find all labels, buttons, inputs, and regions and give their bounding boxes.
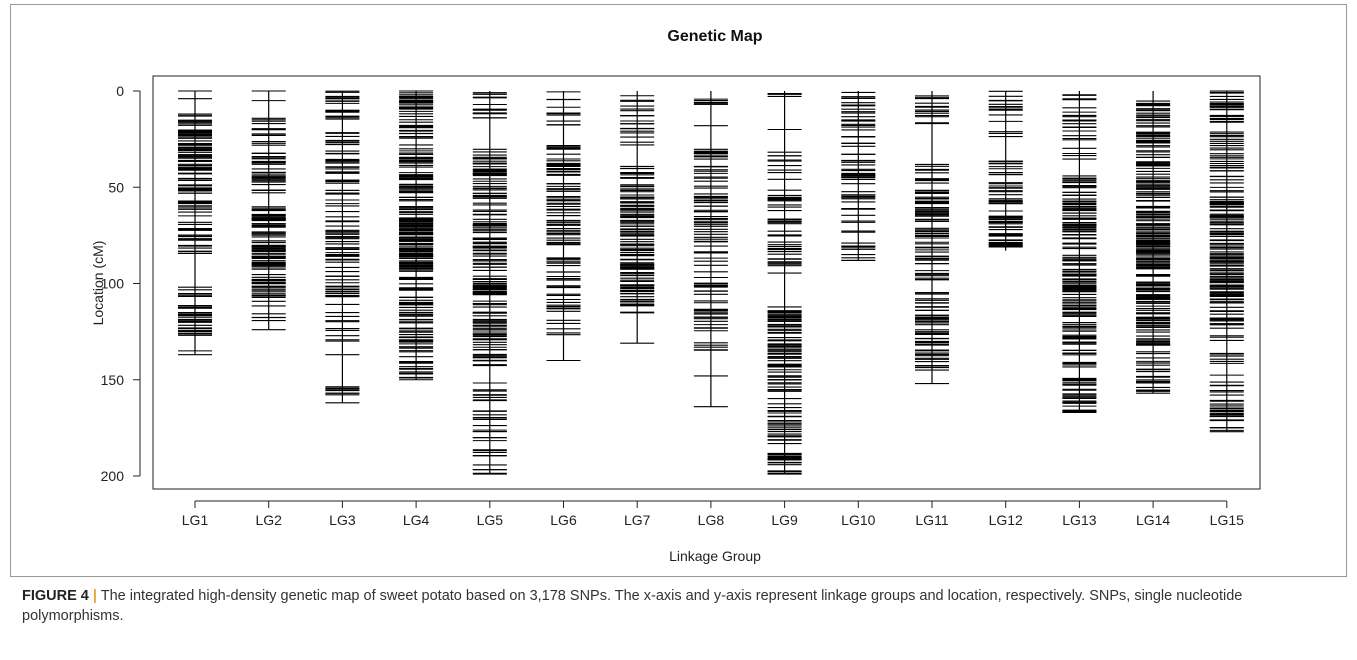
linkage-group-lg6 bbox=[546, 91, 581, 362]
linkage-group-lg9 bbox=[767, 91, 802, 475]
y-tick-label: 100 bbox=[101, 276, 125, 292]
linkage-group-lg10 bbox=[841, 91, 876, 261]
y-axis: 0 50 100 150 200 bbox=[101, 83, 141, 484]
y-tick-label: 50 bbox=[108, 179, 124, 195]
x-tick-label: LG3 bbox=[329, 512, 356, 528]
linkage-group-lg15 bbox=[1209, 90, 1244, 433]
linkage-group-lg3 bbox=[325, 90, 360, 404]
y-tick-label: 0 bbox=[116, 83, 124, 99]
linkage-group-lg1 bbox=[178, 90, 212, 356]
x-tick-label: LG13 bbox=[1062, 512, 1096, 528]
y-tick-label: 150 bbox=[101, 372, 125, 388]
genetic-map-chart: Genetic Map 0 50 100 150 200 LG1 LG2 LG3 LG4 LG5… bbox=[90, 28, 1261, 564]
x-tick-label: LG8 bbox=[698, 512, 725, 528]
x-tick-label: LG1 bbox=[182, 512, 209, 528]
figure-panel bbox=[10, 4, 1347, 577]
x-tick-label: LG12 bbox=[989, 512, 1023, 528]
linkage-groups bbox=[178, 90, 1244, 475]
linkage-group-lg2 bbox=[251, 90, 286, 331]
x-tick-label: LG15 bbox=[1210, 512, 1244, 528]
x-tick-label: LG14 bbox=[1136, 512, 1170, 528]
caption-text: The integrated high-density genetic map … bbox=[22, 588, 1243, 624]
x-tick-label: LG5 bbox=[477, 512, 504, 528]
x-axis-label: Linkage Group bbox=[669, 548, 761, 564]
x-tick-label: LG10 bbox=[841, 512, 875, 528]
caption-label: FIGURE 4 bbox=[22, 588, 89, 604]
linkage-group-lg13 bbox=[1062, 91, 1097, 414]
x-tick-label: LG11 bbox=[915, 512, 948, 528]
linkage-group-lg5 bbox=[472, 91, 507, 475]
caption-separator: | bbox=[92, 588, 97, 604]
x-tick-label: LG6 bbox=[550, 512, 577, 528]
x-tick-label: LG4 bbox=[403, 512, 430, 528]
linkage-group-lg4 bbox=[399, 90, 434, 381]
linkage-group-lg8 bbox=[693, 91, 728, 408]
x-axis: LG1 LG2 LG3 LG4 LG5 LG6 LG7 LG8 LG9 LG10 LG11 LG12 L… bbox=[182, 500, 1244, 528]
chart-title: Genetic Map bbox=[667, 28, 762, 45]
x-tick-label: LG2 bbox=[255, 512, 282, 528]
figure-caption: FIGURE 4 | The integrated high-density g… bbox=[22, 586, 1342, 626]
x-tick-label: LG7 bbox=[624, 512, 651, 528]
y-tick-label: 200 bbox=[101, 468, 125, 484]
y-axis-label: Location (cM) bbox=[90, 241, 106, 326]
plot-frame bbox=[152, 75, 1261, 490]
linkage-group-lg11 bbox=[915, 91, 949, 385]
x-tick-label: LG9 bbox=[771, 512, 798, 528]
linkage-group-lg7 bbox=[620, 91, 655, 344]
linkage-group-lg12 bbox=[988, 90, 1023, 251]
linkage-group-lg14 bbox=[1136, 91, 1171, 394]
